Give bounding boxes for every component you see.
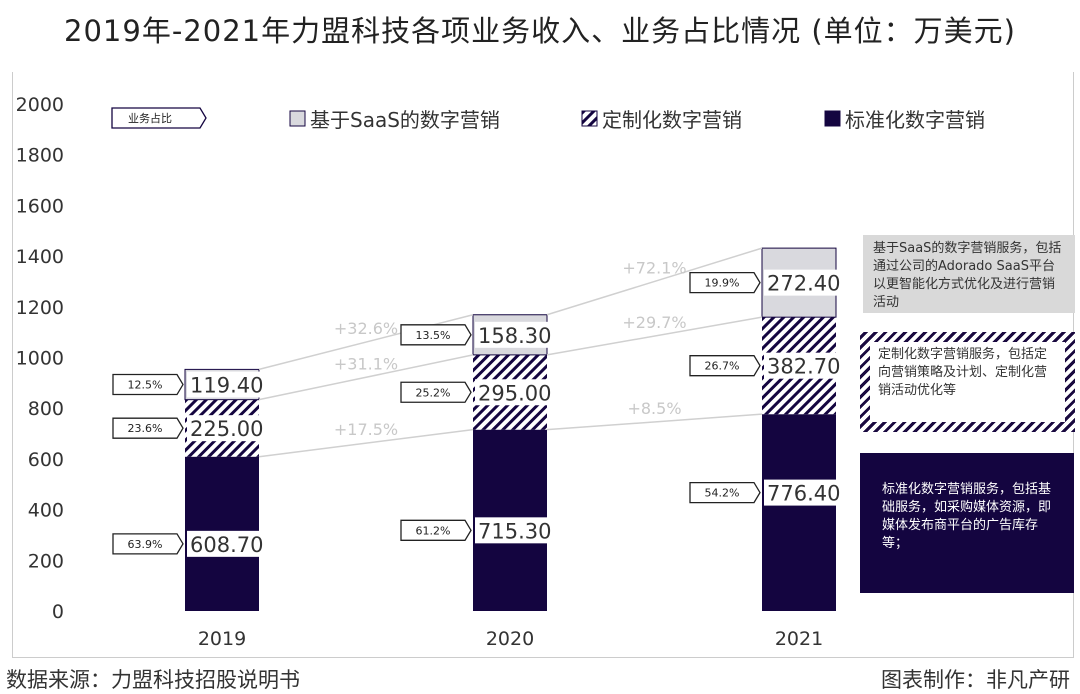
share-callout	[689, 271, 761, 294]
share-label: 13.5%	[416, 329, 451, 342]
y-tick-label: 0	[52, 601, 64, 623]
value-label-bg	[475, 517, 553, 544]
growth-label: +32.6%	[334, 319, 398, 338]
note-saas: 基于SaaS的数字营销服务，包括通过公司的Adorado SaaS平台以更智能化…	[863, 235, 1075, 313]
value-label: 225.00	[190, 417, 263, 441]
growth-line	[546, 247, 763, 316]
y-tick-label: 1400	[16, 246, 64, 268]
growth-label: +8.5%	[627, 399, 681, 418]
x-tick-label: 2020	[486, 628, 534, 650]
growth-line	[546, 316, 763, 356]
value-label: 272.40	[767, 272, 840, 296]
growth-line	[258, 314, 474, 371]
y-tick-label: 1000	[16, 348, 64, 370]
note-standard: 标准化数字营销服务，包括基础服务，如采购媒体资源，即媒体发布商平台的广告库存等；	[860, 453, 1074, 593]
y-tick-label: 400	[28, 500, 64, 522]
y-tick-label: 2000	[16, 94, 64, 116]
share-label: 25.2%	[416, 386, 451, 399]
value-label: 158.30	[478, 324, 551, 348]
share-label: 26.7%	[705, 360, 740, 373]
x-tick-label: 2019	[198, 628, 246, 650]
y-tick-label: 800	[28, 398, 64, 420]
share-label: 23.6%	[128, 422, 163, 435]
legend-share-callout	[111, 107, 207, 129]
bar-segment	[762, 414, 836, 611]
y-tick-label: 200	[28, 550, 64, 572]
legend-swatch	[581, 110, 598, 127]
value-label-bg	[764, 352, 842, 379]
legend-label: 基于SaaS的数字营销	[310, 108, 500, 132]
share-label: 63.9%	[128, 538, 163, 551]
note-custom-text: 定制化数字营销服务，包括定向营销策略及计划、定制化营销活动优化等	[870, 342, 1065, 422]
share-callout	[112, 533, 184, 555]
share-callout	[400, 381, 472, 403]
share-callout	[689, 355, 761, 377]
growth-line	[258, 428, 474, 458]
share-callout	[112, 417, 184, 439]
share-label: 61.2%	[416, 524, 451, 537]
value-label-bg	[764, 269, 842, 296]
value-label: 382.70	[767, 355, 840, 379]
share-label: 54.2%	[705, 487, 740, 500]
value-label: 295.00	[478, 381, 551, 405]
share-callout	[689, 481, 761, 504]
x-tick-label: 2021	[775, 628, 823, 650]
share-label: 19.9%	[705, 277, 740, 290]
value-label-bg	[475, 379, 553, 406]
legend-label: 定制化数字营销	[602, 108, 742, 132]
y-tick-label: 600	[28, 449, 64, 471]
growth-label: +31.1%	[334, 354, 398, 373]
share-label: 12.5%	[128, 379, 163, 392]
share-callout	[400, 324, 472, 346]
growth-line	[546, 413, 763, 431]
note-custom: 定制化数字营销服务，包括定向营销策略及计划、定制化营销活动优化等	[860, 332, 1075, 432]
y-tick-label: 1200	[16, 297, 64, 319]
value-label-bg	[187, 530, 265, 557]
growth-label: +29.7%	[622, 313, 686, 332]
value-label-bg	[475, 321, 553, 348]
y-tick-label: 1800	[16, 145, 64, 167]
value-label-bg	[764, 479, 842, 506]
growth-line	[258, 354, 474, 401]
growth-label: +17.5%	[334, 420, 398, 439]
legend-swatch	[824, 110, 841, 127]
value-label: 608.70	[190, 533, 263, 557]
maker-note: 图表制作：非凡产研	[881, 668, 1070, 692]
share-callout	[400, 519, 472, 541]
legend-label: 标准化数字营销	[845, 108, 985, 132]
growth-label: +72.1%	[622, 258, 686, 277]
legend-swatch	[289, 110, 306, 127]
value-label-bg	[187, 371, 265, 398]
chart-title: 2019年-2021年力盟科技各项业务收入、业务占比情况 (单位：万美元)	[64, 14, 1016, 48]
value-label: 776.40	[767, 482, 840, 506]
share-callout	[112, 373, 184, 396]
value-label-bg	[187, 415, 265, 442]
y-tick-label: 1600	[16, 195, 64, 217]
value-label: 715.30	[478, 519, 551, 543]
source-note: 数据来源：力盟科技招股说明书	[6, 668, 300, 692]
value-label: 119.40	[190, 374, 263, 398]
legend-share-label: 业务占比	[128, 111, 172, 125]
